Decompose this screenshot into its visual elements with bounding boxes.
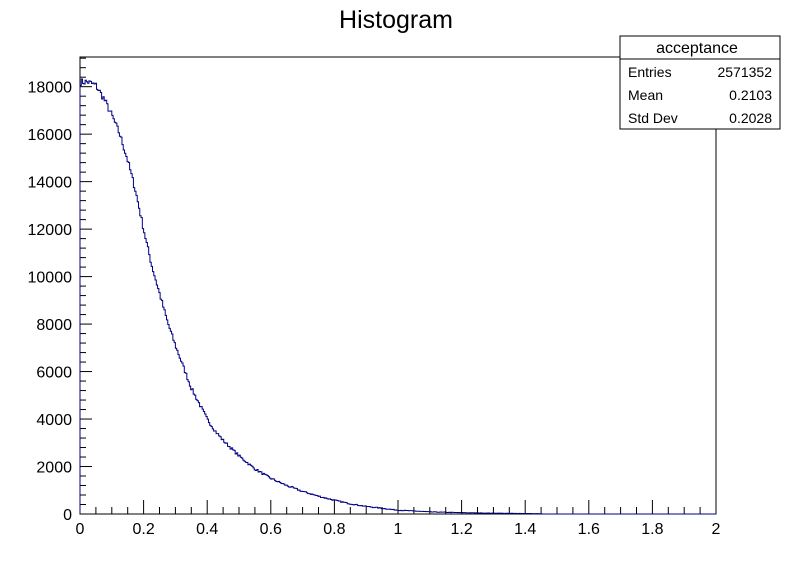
x-tick-label: 0.2	[132, 521, 154, 538]
y-tick-label: 14000	[28, 175, 73, 192]
x-axis: 0 0.2 0.4 0.6 0.8 1 1.2 1.4 1.6 1.8 2	[76, 500, 721, 538]
y-tick-label: 18000	[28, 80, 73, 97]
x-tick-label: 1.6	[578, 521, 600, 538]
stats-box-frame	[619, 35, 781, 130]
y-axis: 0 2000 4000 6000 8000 10000 12000 14000 16000 180…	[28, 57, 92, 524]
y-tick-label: 10000	[28, 270, 73, 287]
stats-box-title: acceptance	[656, 40, 738, 57]
y-tick-label: 2000	[36, 460, 72, 477]
y-tick-label: 12000	[28, 222, 73, 239]
x-tick-label: 0	[76, 521, 85, 538]
y-tick-label: 0	[63, 507, 72, 524]
x-tick-label: 1.4	[514, 521, 536, 538]
x-tick-label: 1.8	[641, 521, 663, 538]
stats-box: acceptance Entries 2571352 Mean 0.2103 S…	[619, 35, 781, 130]
stats-value-mean: 0.2103	[729, 87, 772, 103]
stats-label-entries: Entries	[628, 64, 672, 80]
y-tick-label: 8000	[36, 317, 72, 334]
x-tick-label: 1	[394, 521, 403, 538]
y-tick-label: 4000	[36, 412, 72, 429]
chart-title: Histogram	[339, 6, 453, 34]
stats-label-mean: Mean	[628, 87, 663, 103]
x-tick-label: 2	[712, 521, 721, 538]
x-tick-label: 0.8	[323, 521, 345, 538]
y-tick-label: 6000	[36, 365, 72, 382]
y-tick-label: 16000	[28, 127, 73, 144]
x-tick-label: 1.2	[450, 521, 472, 538]
x-tick-label: 0.6	[260, 521, 282, 538]
x-tick-label: 0.4	[196, 521, 218, 538]
stats-value-stddev: 0.2028	[729, 110, 772, 126]
histogram-series-line	[79, 78, 716, 515]
stats-label-stddev: Std Dev	[628, 110, 678, 126]
histogram-layer	[79, 78, 716, 515]
stats-value-entries: 2571352	[717, 64, 772, 80]
